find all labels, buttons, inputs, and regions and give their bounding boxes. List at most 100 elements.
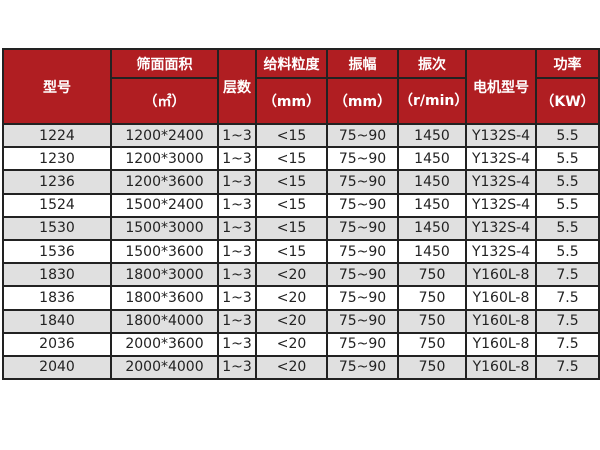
- cell-area: 1800*4000: [110, 308, 219, 334]
- cell-amplitude: 75~90: [326, 308, 399, 334]
- cell-model: 1536: [2, 238, 112, 265]
- table-row: 1830 1800*3000 1~3 <20 75~90 750 Y160L-8 7.5: [2, 262, 600, 288]
- cell-power: 5.5: [535, 238, 600, 265]
- header-area-unit: （㎡）: [110, 77, 219, 125]
- table-row: 1224 1200*2400 1~3 <15 75~90 1450 Y132S-4 5.5: [2, 122, 600, 149]
- header-layers: 层数: [217, 48, 257, 125]
- cell-area: 2000*4000: [110, 354, 219, 381]
- header-frequency-unit: （r/min）: [397, 77, 467, 125]
- cell-area: 1500*3000: [110, 215, 219, 241]
- cell-power: 7.5: [535, 308, 600, 334]
- cell-layers: 1~3: [217, 262, 257, 288]
- cell-frequency: 1450: [397, 122, 467, 149]
- table-row: 2040 2000*4000 1~3 <20 75~90 750 Y160L-8 7.5: [2, 354, 600, 381]
- cell-power: 5.5: [535, 169, 600, 195]
- cell-amplitude: 75~90: [326, 331, 399, 357]
- cell-model: 1524: [2, 192, 112, 218]
- cell-power: 7.5: [535, 331, 600, 357]
- cell-power: 5.5: [535, 146, 600, 172]
- cell-amplitude: 75~90: [326, 215, 399, 241]
- cell-power: 5.5: [535, 192, 600, 218]
- cell-frequency: 1450: [397, 146, 467, 172]
- cell-area: 1200*2400: [110, 122, 219, 149]
- cell-feed-size: <20: [255, 354, 328, 381]
- table-row: 1230 1200*3000 1~3 <15 75~90 1450 Y132S-4 5.5: [2, 146, 600, 172]
- spec-table: 型号 筛面面积 层数 给料粒度 振幅 振次 电机型号 功率 （㎡） （mm） （…: [2, 48, 600, 381]
- cell-model: 1224: [2, 122, 112, 149]
- cell-motor: Y160L-8: [465, 331, 537, 357]
- cell-frequency: 1450: [397, 192, 467, 218]
- cell-feed-size: <15: [255, 238, 328, 265]
- cell-area: 1800*3600: [110, 285, 219, 311]
- cell-model: 1230: [2, 146, 112, 172]
- header-motor: 电机型号: [465, 48, 537, 125]
- header-model: 型号: [2, 48, 112, 125]
- cell-feed-size: <20: [255, 331, 328, 357]
- cell-model: 1840: [2, 308, 112, 334]
- cell-power: 7.5: [535, 285, 600, 311]
- header-power-unit: （KW）: [535, 77, 600, 125]
- cell-feed-size: <15: [255, 122, 328, 149]
- cell-area: 1500*3600: [110, 238, 219, 265]
- table-row: 1530 1500*3000 1~3 <15 75~90 1450 Y132S-4 5.5: [2, 215, 600, 241]
- cell-frequency: 750: [397, 285, 467, 311]
- cell-power: 7.5: [535, 262, 600, 288]
- cell-area: 1200*3600: [110, 169, 219, 195]
- cell-frequency: 750: [397, 331, 467, 357]
- cell-layers: 1~3: [217, 122, 257, 149]
- cell-amplitude: 75~90: [326, 122, 399, 149]
- cell-frequency: 1450: [397, 169, 467, 195]
- cell-amplitude: 75~90: [326, 354, 399, 381]
- cell-power: 5.5: [535, 215, 600, 241]
- cell-frequency: 1450: [397, 215, 467, 241]
- cell-model: 2040: [2, 354, 112, 381]
- table-row: 2036 2000*3600 1~3 <20 75~90 750 Y160L-8 7.5: [2, 331, 600, 357]
- cell-motor: Y132S-4: [465, 169, 537, 195]
- header-amplitude-unit: （mm）: [326, 77, 399, 125]
- cell-layers: 1~3: [217, 192, 257, 218]
- cell-motor: Y160L-8: [465, 262, 537, 288]
- cell-motor: Y160L-8: [465, 354, 537, 381]
- cell-motor: Y132S-4: [465, 122, 537, 149]
- cell-feed-size: <15: [255, 215, 328, 241]
- cell-amplitude: 75~90: [326, 262, 399, 288]
- cell-feed-size: <20: [255, 262, 328, 288]
- header-power: 功率: [535, 48, 600, 79]
- cell-motor: Y132S-4: [465, 215, 537, 241]
- cell-power: 7.5: [535, 354, 600, 381]
- cell-layers: 1~3: [217, 308, 257, 334]
- cell-amplitude: 75~90: [326, 192, 399, 218]
- cell-frequency: 750: [397, 354, 467, 381]
- header-frequency: 振次: [397, 48, 467, 79]
- cell-model: 1530: [2, 215, 112, 241]
- cell-amplitude: 75~90: [326, 169, 399, 195]
- cell-layers: 1~3: [217, 331, 257, 357]
- cell-layers: 1~3: [217, 169, 257, 195]
- cell-model: 1830: [2, 262, 112, 288]
- cell-motor: Y160L-8: [465, 308, 537, 334]
- cell-layers: 1~3: [217, 354, 257, 381]
- cell-feed-size: <20: [255, 285, 328, 311]
- cell-layers: 1~3: [217, 238, 257, 265]
- cell-amplitude: 75~90: [326, 285, 399, 311]
- cell-layers: 1~3: [217, 215, 257, 241]
- cell-feed-size: <20: [255, 308, 328, 334]
- cell-layers: 1~3: [217, 285, 257, 311]
- cell-power: 5.5: [535, 122, 600, 149]
- header-area: 筛面面积: [110, 48, 219, 79]
- header-feed-unit: （mm）: [255, 77, 328, 125]
- cell-feed-size: <15: [255, 192, 328, 218]
- cell-area: 1200*3000: [110, 146, 219, 172]
- cell-area: 2000*3600: [110, 331, 219, 357]
- cell-amplitude: 75~90: [326, 238, 399, 265]
- table-row: 1840 1800*4000 1~3 <20 75~90 750 Y160L-8 7.5: [2, 308, 600, 334]
- header-feed-size: 给料粒度: [255, 48, 328, 79]
- header-amplitude: 振幅: [326, 48, 399, 79]
- cell-frequency: 1450: [397, 238, 467, 265]
- cell-motor: Y132S-4: [465, 192, 537, 218]
- table-row: 1836 1800*3600 1~3 <20 75~90 750 Y160L-8 7.5: [2, 285, 600, 311]
- table-row: 1236 1200*3600 1~3 <15 75~90 1450 Y132S-4 5.5: [2, 169, 600, 195]
- cell-area: 1500*2400: [110, 192, 219, 218]
- cell-feed-size: <15: [255, 146, 328, 172]
- cell-frequency: 750: [397, 262, 467, 288]
